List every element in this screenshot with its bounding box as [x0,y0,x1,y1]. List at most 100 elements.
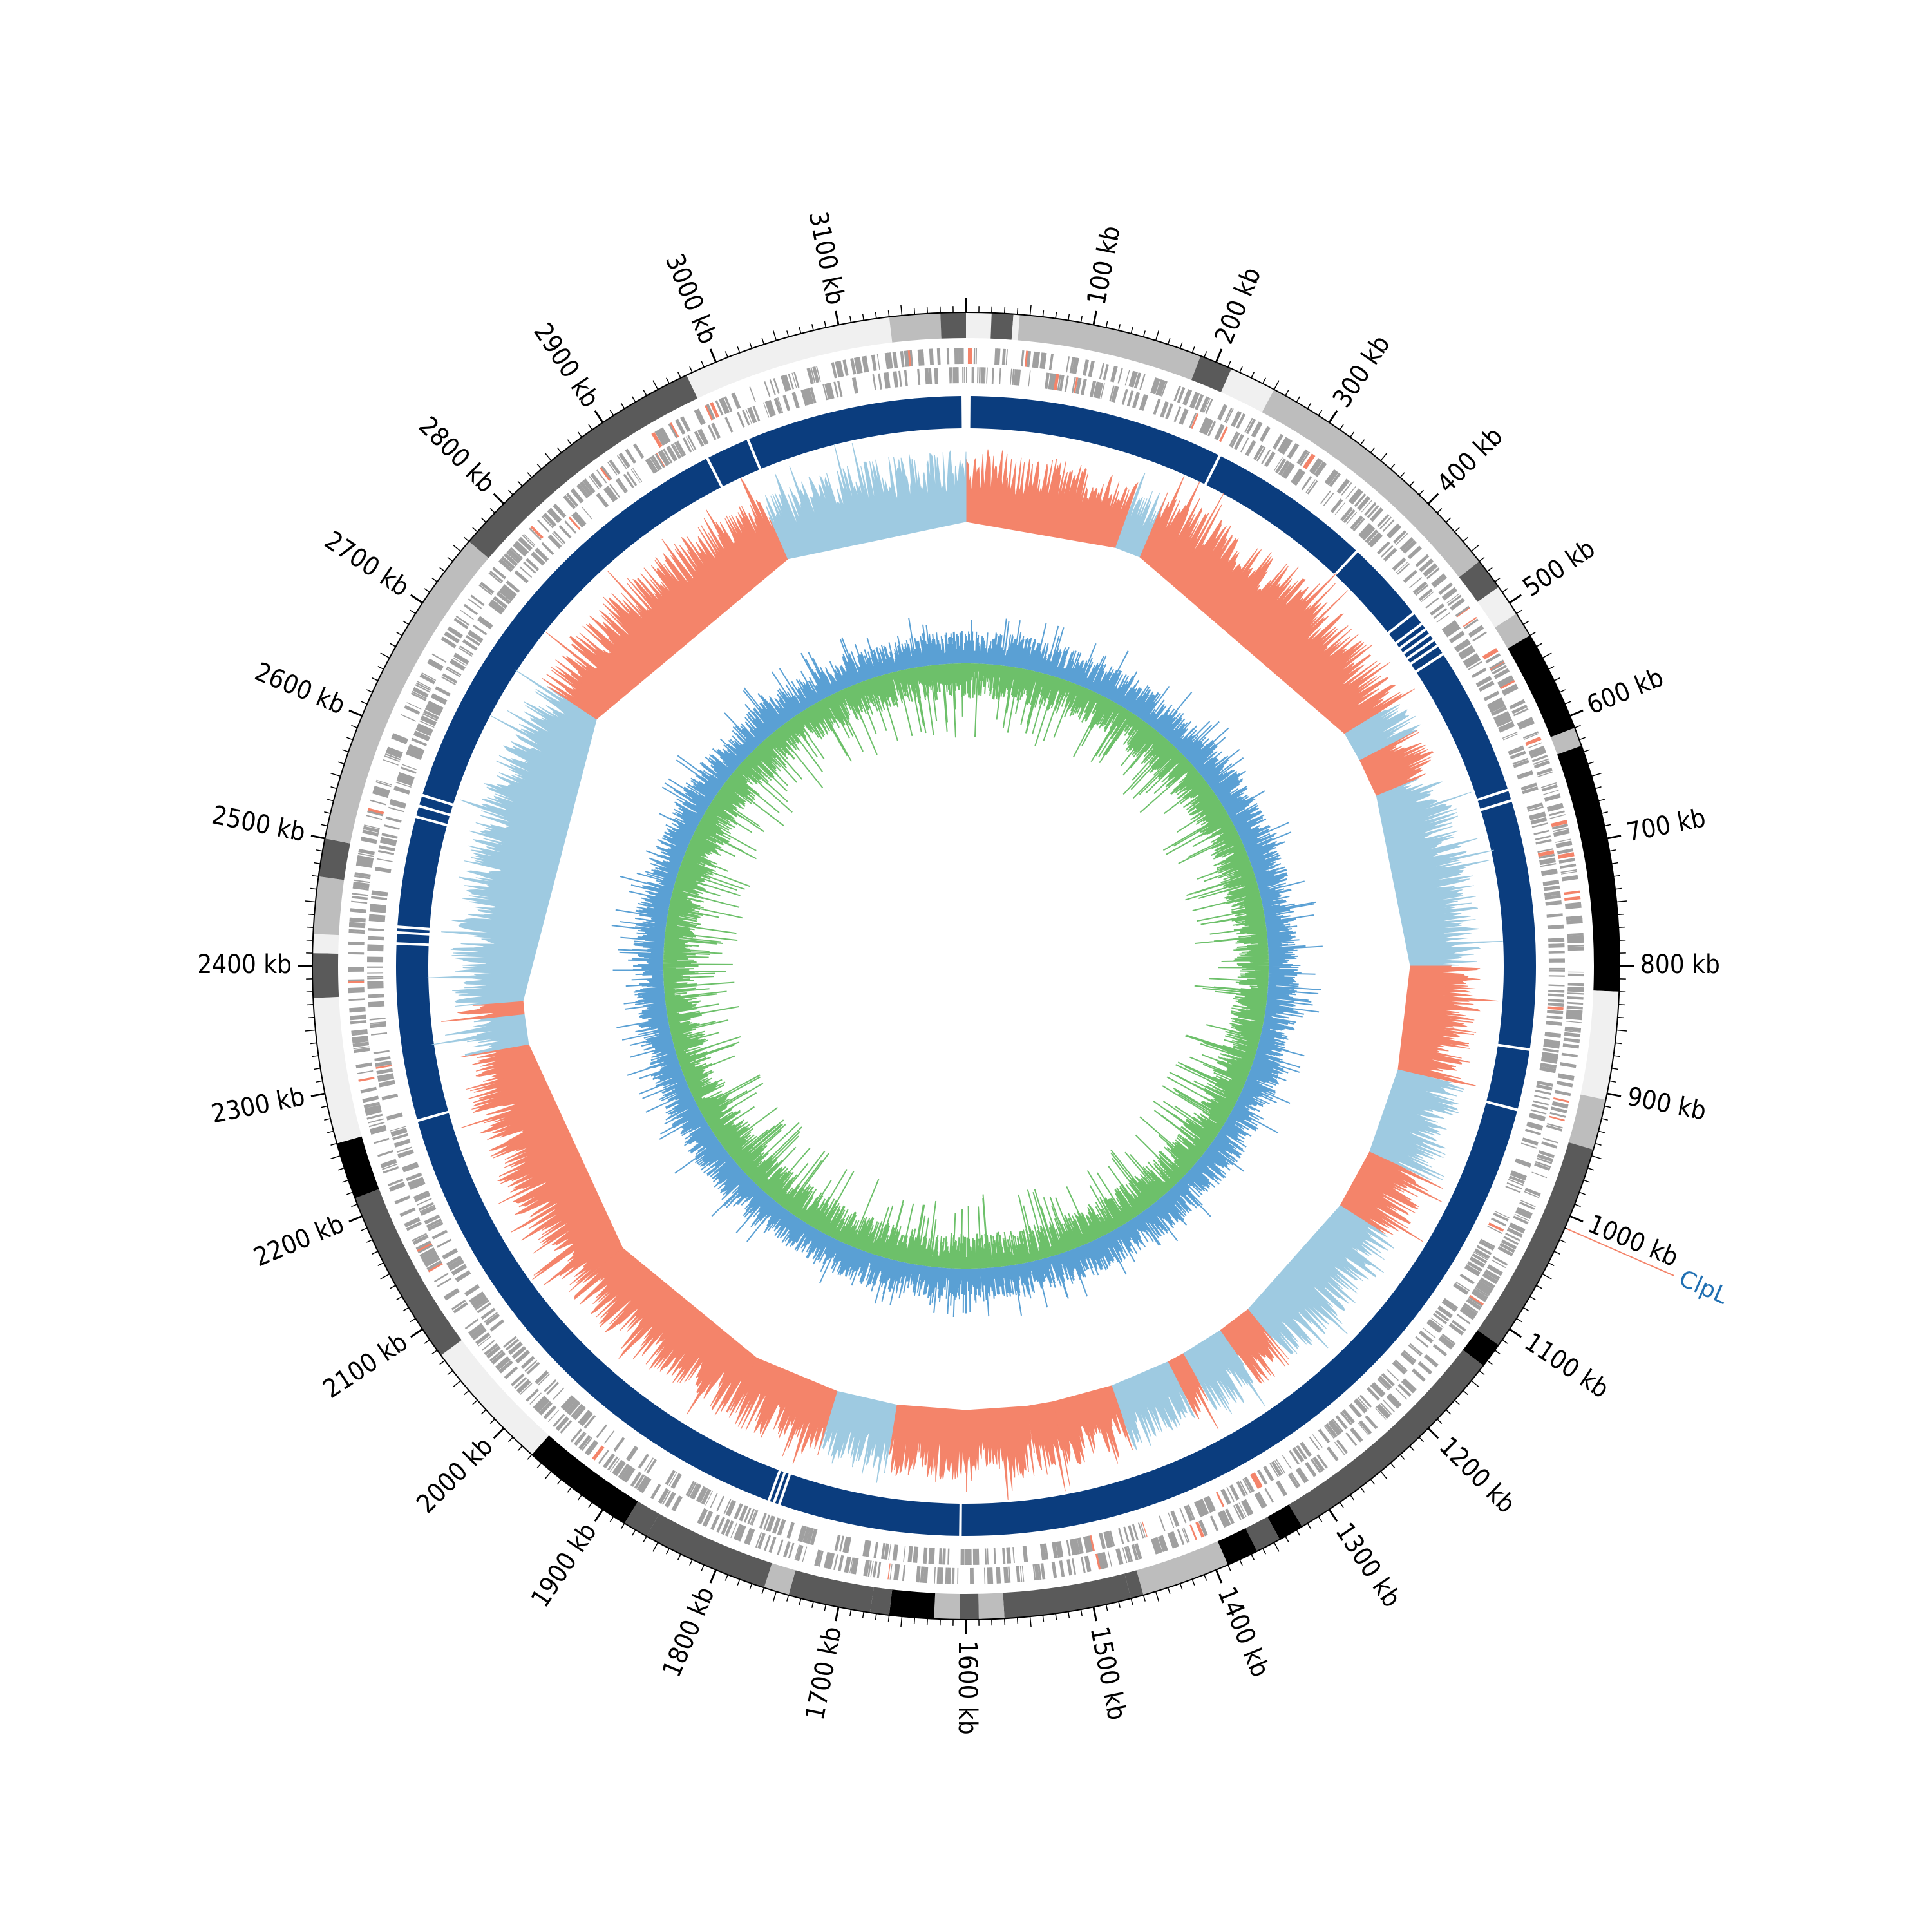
gene-block [942,1548,946,1565]
gene-block [348,941,365,943]
gene-block [1096,382,1104,399]
gene-block [1396,533,1408,545]
gene-block [1034,352,1040,368]
gene-block [867,1560,872,1577]
ideogram-segment [1477,587,1517,628]
gene-block [385,816,402,823]
scale-tick [342,1179,349,1183]
gene-block [1103,364,1109,381]
gene-block [747,408,755,424]
gene-block [1517,770,1534,780]
gene-block [1326,1446,1339,1461]
gene-block [1426,1320,1442,1334]
gene-block [852,358,857,375]
gene-block [576,484,589,498]
gene-block [1082,359,1090,376]
gene-block [352,893,368,896]
gene-block [489,1349,504,1362]
gene-block [1233,1505,1242,1520]
gene-block [1296,1444,1307,1460]
gene-block [1382,519,1395,533]
gene-block [620,1465,631,1480]
gene-block [1567,1001,1584,1005]
scale-tick [632,1530,636,1536]
ideogram-segment [889,1589,936,1619]
scale-tick [1204,351,1208,358]
scale-tick [1380,1471,1388,1480]
gene-block [475,1332,491,1345]
scale-tick [811,324,814,331]
gene-block [654,430,667,446]
gene-block [773,378,780,394]
gc-skew-negative-block [1344,704,1421,761]
gene-block [353,1046,370,1050]
gene-block [718,398,728,415]
gene-block [851,377,859,394]
gene-block [1423,1327,1436,1338]
scale-tick [372,1251,379,1255]
gene-block [724,396,733,412]
contig-segment [1396,625,1425,647]
gene-block [1224,407,1233,423]
gene-block [492,567,506,580]
gene-block [1278,460,1291,476]
gene-block [1059,1560,1065,1577]
gene-block [1456,1314,1471,1325]
scale-tick [1370,447,1376,453]
tick-label: 600 kb [1583,663,1668,721]
gene-block [689,1482,699,1498]
gene-block [1376,514,1390,527]
gc-content-below-mean [663,663,1269,1269]
gene-block [424,1257,440,1267]
gene-block [407,1177,424,1187]
gene-block [1374,1407,1387,1420]
gene-block [1343,1409,1355,1423]
gene-block [1044,1543,1049,1560]
gene-block [1531,754,1548,762]
contig-segment [396,945,448,1120]
gene-block [909,350,914,366]
scale-tick [709,1569,717,1584]
scale-tick [544,1471,552,1480]
gene-block [1547,804,1564,812]
tick-label: 3000 kb [659,250,723,348]
scale-tick [665,1548,670,1555]
gene-block [1558,857,1576,864]
gene-block [782,395,790,412]
gene-block [1121,388,1128,405]
scale-tick [665,377,670,384]
scale-tick [489,508,495,514]
gene-block [413,1192,431,1202]
gene-block [975,348,978,365]
contig-segment [422,459,721,804]
gene-block [889,1563,893,1580]
gene-block [1492,665,1508,675]
gene-block [1177,1529,1185,1546]
gene-block [377,1073,394,1081]
gene-block [1357,1397,1369,1410]
scale-tick [1092,1607,1097,1622]
scale-tick [652,380,659,390]
scale-tick [799,327,802,334]
scale-tick [1601,1118,1608,1121]
contig-segment [397,928,430,933]
gene-block [529,527,542,540]
gene-block [498,558,513,573]
gene-block [424,1214,440,1225]
gene-block [1456,607,1470,618]
gene-block [1566,921,1583,924]
gene-block [710,402,719,419]
gene-block [1093,381,1101,399]
gene-block [1496,717,1513,728]
gene-block [1449,630,1465,643]
scale-tick [480,1409,487,1415]
scale-tick [1548,665,1555,670]
gene-block [1526,1123,1543,1131]
gene-block [348,929,365,933]
gene-block [462,639,478,651]
gene-block [1066,1540,1071,1557]
gene-block [475,1300,489,1311]
gene-block [1544,895,1561,900]
gene-block [1567,973,1584,977]
gene-block [870,1560,874,1577]
